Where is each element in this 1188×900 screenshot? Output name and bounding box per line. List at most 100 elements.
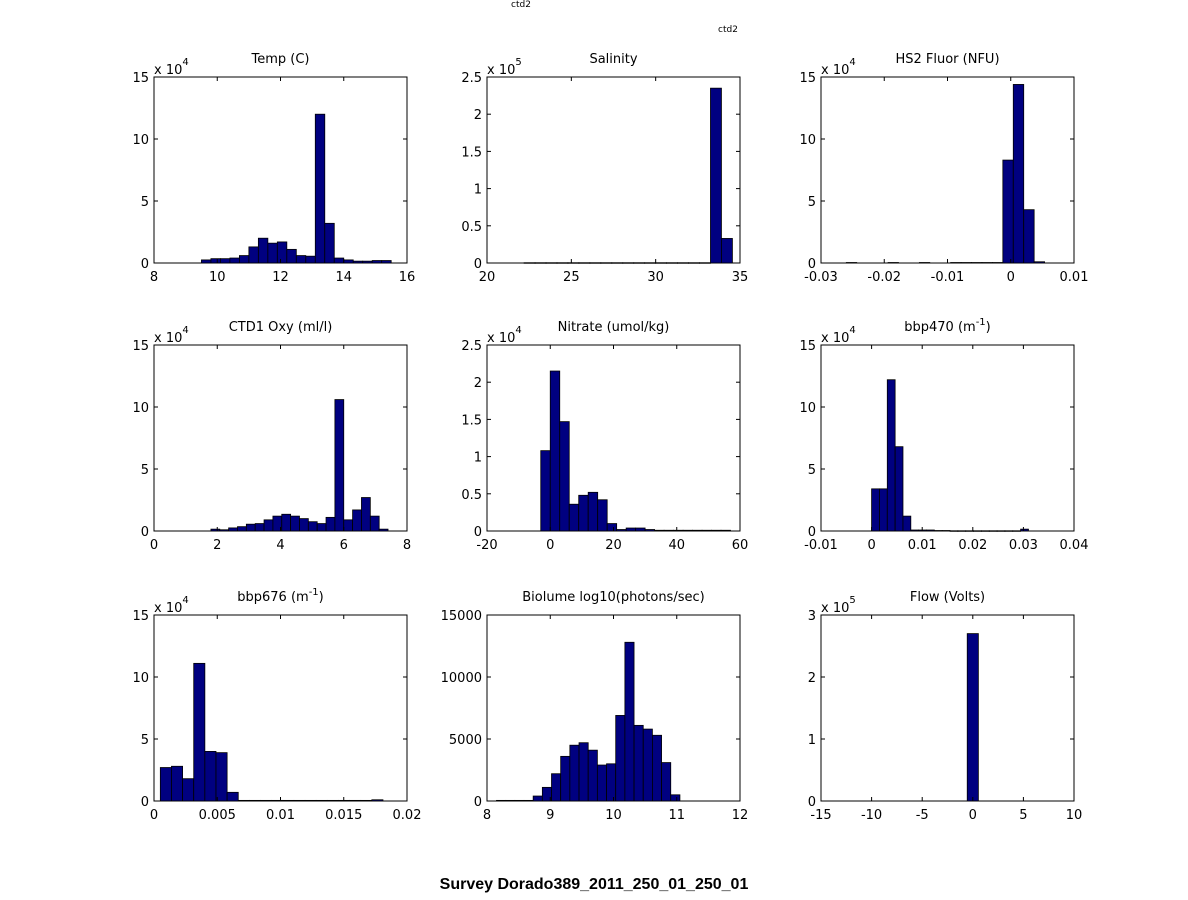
- x-tick-label: 0.01: [908, 538, 937, 553]
- histogram-bar: [960, 262, 972, 264]
- x-tick-label: 8: [483, 808, 491, 823]
- histogram-bar: [534, 262, 547, 264]
- y-tick-label: 0.5: [461, 488, 482, 503]
- histogram-bar: [245, 523, 256, 532]
- y-tick-label: 15: [132, 71, 149, 86]
- histogram-bar: [845, 262, 858, 264]
- histogram-bar: [666, 262, 678, 264]
- x-tick-label: 0: [1007, 270, 1015, 285]
- x-tick-label: -0.03: [804, 270, 838, 285]
- histogram-bar: [578, 742, 589, 802]
- histogram-bar: [886, 379, 896, 532]
- histogram-bar: [559, 421, 570, 532]
- x-tick-label: 10: [605, 808, 622, 823]
- histogram-bar: [290, 515, 300, 532]
- histogram-bar: [316, 523, 327, 532]
- axes-box: [820, 344, 1075, 532]
- histogram-bar: [193, 662, 206, 802]
- histogram-bar: [352, 509, 362, 532]
- y-tick-label: 5: [141, 733, 149, 748]
- histogram-bar: [271, 799, 284, 802]
- x-tick-label: 0.02: [958, 538, 987, 553]
- y-tick-label: 1: [474, 183, 482, 198]
- histogram-bar: [596, 764, 607, 802]
- histogram-bar: [1020, 528, 1029, 532]
- histogram-bar: [688, 262, 700, 264]
- histogram-bar: [589, 262, 602, 264]
- histogram-bar: [305, 255, 316, 264]
- histogram-bar: [260, 799, 273, 802]
- x-tick-label: 5: [1019, 808, 1027, 823]
- x-tick-label: 10: [1066, 808, 1083, 823]
- x-tick-label: 0: [150, 808, 158, 823]
- histogram-bar: [721, 238, 733, 264]
- x-tick-label: 8: [403, 538, 411, 553]
- histogram-bar: [1012, 530, 1022, 532]
- y-tick-label: 1.5: [461, 413, 482, 428]
- y-tick-label: 5: [808, 463, 816, 478]
- x-tick-label: 0.005: [199, 808, 236, 823]
- histogram-bar: [314, 113, 326, 264]
- histogram-bar: [505, 799, 516, 802]
- axes-box: [486, 76, 741, 264]
- histogram-bar: [349, 799, 362, 802]
- y-tick-label: 10000: [441, 671, 482, 686]
- histogram-bar: [556, 262, 569, 264]
- y-exponent-label: x 104: [821, 325, 856, 346]
- y-tick-label: 1.5: [461, 145, 482, 160]
- x-tick-label: -0.02: [867, 270, 901, 285]
- x-tick-label: 0.01: [266, 808, 295, 823]
- histogram-bar: [371, 260, 383, 264]
- histogram-bar: [992, 262, 1004, 264]
- x-tick-label: 40: [668, 538, 685, 553]
- histogram-bar: [378, 528, 389, 532]
- histogram-bar: [361, 497, 371, 532]
- subplot-title: Biolume log10(photons/sec): [522, 590, 704, 605]
- y-tick-label: 10: [799, 401, 816, 416]
- axes-box: [153, 76, 408, 264]
- y-tick-label: 3: [808, 609, 816, 624]
- histogram-bar: [957, 530, 967, 532]
- y-tick-label: 5: [141, 195, 149, 210]
- y-exponent-label: x 104: [154, 57, 189, 78]
- histogram-bar: [699, 262, 711, 264]
- histogram-bar: [226, 791, 239, 802]
- histogram-bar: [587, 749, 598, 802]
- histogram-bar: [545, 262, 558, 264]
- histogram-bar: [334, 399, 345, 532]
- histogram-bar: [219, 529, 230, 532]
- x-tick-label: 16: [399, 270, 416, 285]
- histogram-bar: [210, 258, 221, 264]
- subplot-7: 8 9 10 11 12 0 5000 10000 15000 Biolume log10(pho…: [441, 590, 749, 823]
- histogram-bar: [981, 262, 993, 264]
- histogram-bar: [254, 523, 265, 532]
- y-tick-label: 2: [474, 108, 482, 123]
- histogram-bar: [532, 795, 543, 802]
- y-tick-label: 15: [799, 71, 816, 86]
- histogram-bar: [1004, 530, 1014, 532]
- x-tick-label: -5: [916, 808, 929, 823]
- histogram-bar: [661, 762, 672, 802]
- histogram-bar: [677, 262, 689, 264]
- y-tick-label: 2: [808, 671, 816, 686]
- histogram-bar: [560, 755, 571, 802]
- histogram-bar: [248, 799, 261, 802]
- histogram-bar: [902, 515, 912, 532]
- histogram-bar: [540, 450, 551, 532]
- histogram-bar: [299, 518, 309, 532]
- y-tick-label: 0: [474, 525, 482, 540]
- histogram-bar: [933, 530, 943, 532]
- histogram-bar: [248, 246, 259, 264]
- y-tick-label: 0.5: [461, 220, 482, 235]
- y-exponent-label: x 105: [487, 57, 522, 78]
- x-tick-label: 0.01: [1060, 270, 1089, 285]
- subplot-title: Flow (Volts): [910, 590, 985, 605]
- subplot-1: 20 25 30 35 0 0.5 1 1.5 2 2.5 x 105 Salinity: [461, 52, 748, 285]
- y-tick-label: 15: [799, 339, 816, 354]
- histogram-bar: [304, 799, 317, 802]
- histogram-bar: [622, 262, 635, 264]
- histogram-bar: [633, 262, 646, 264]
- y-tick-label: 10: [799, 133, 816, 148]
- x-tick-label: 12: [272, 270, 289, 285]
